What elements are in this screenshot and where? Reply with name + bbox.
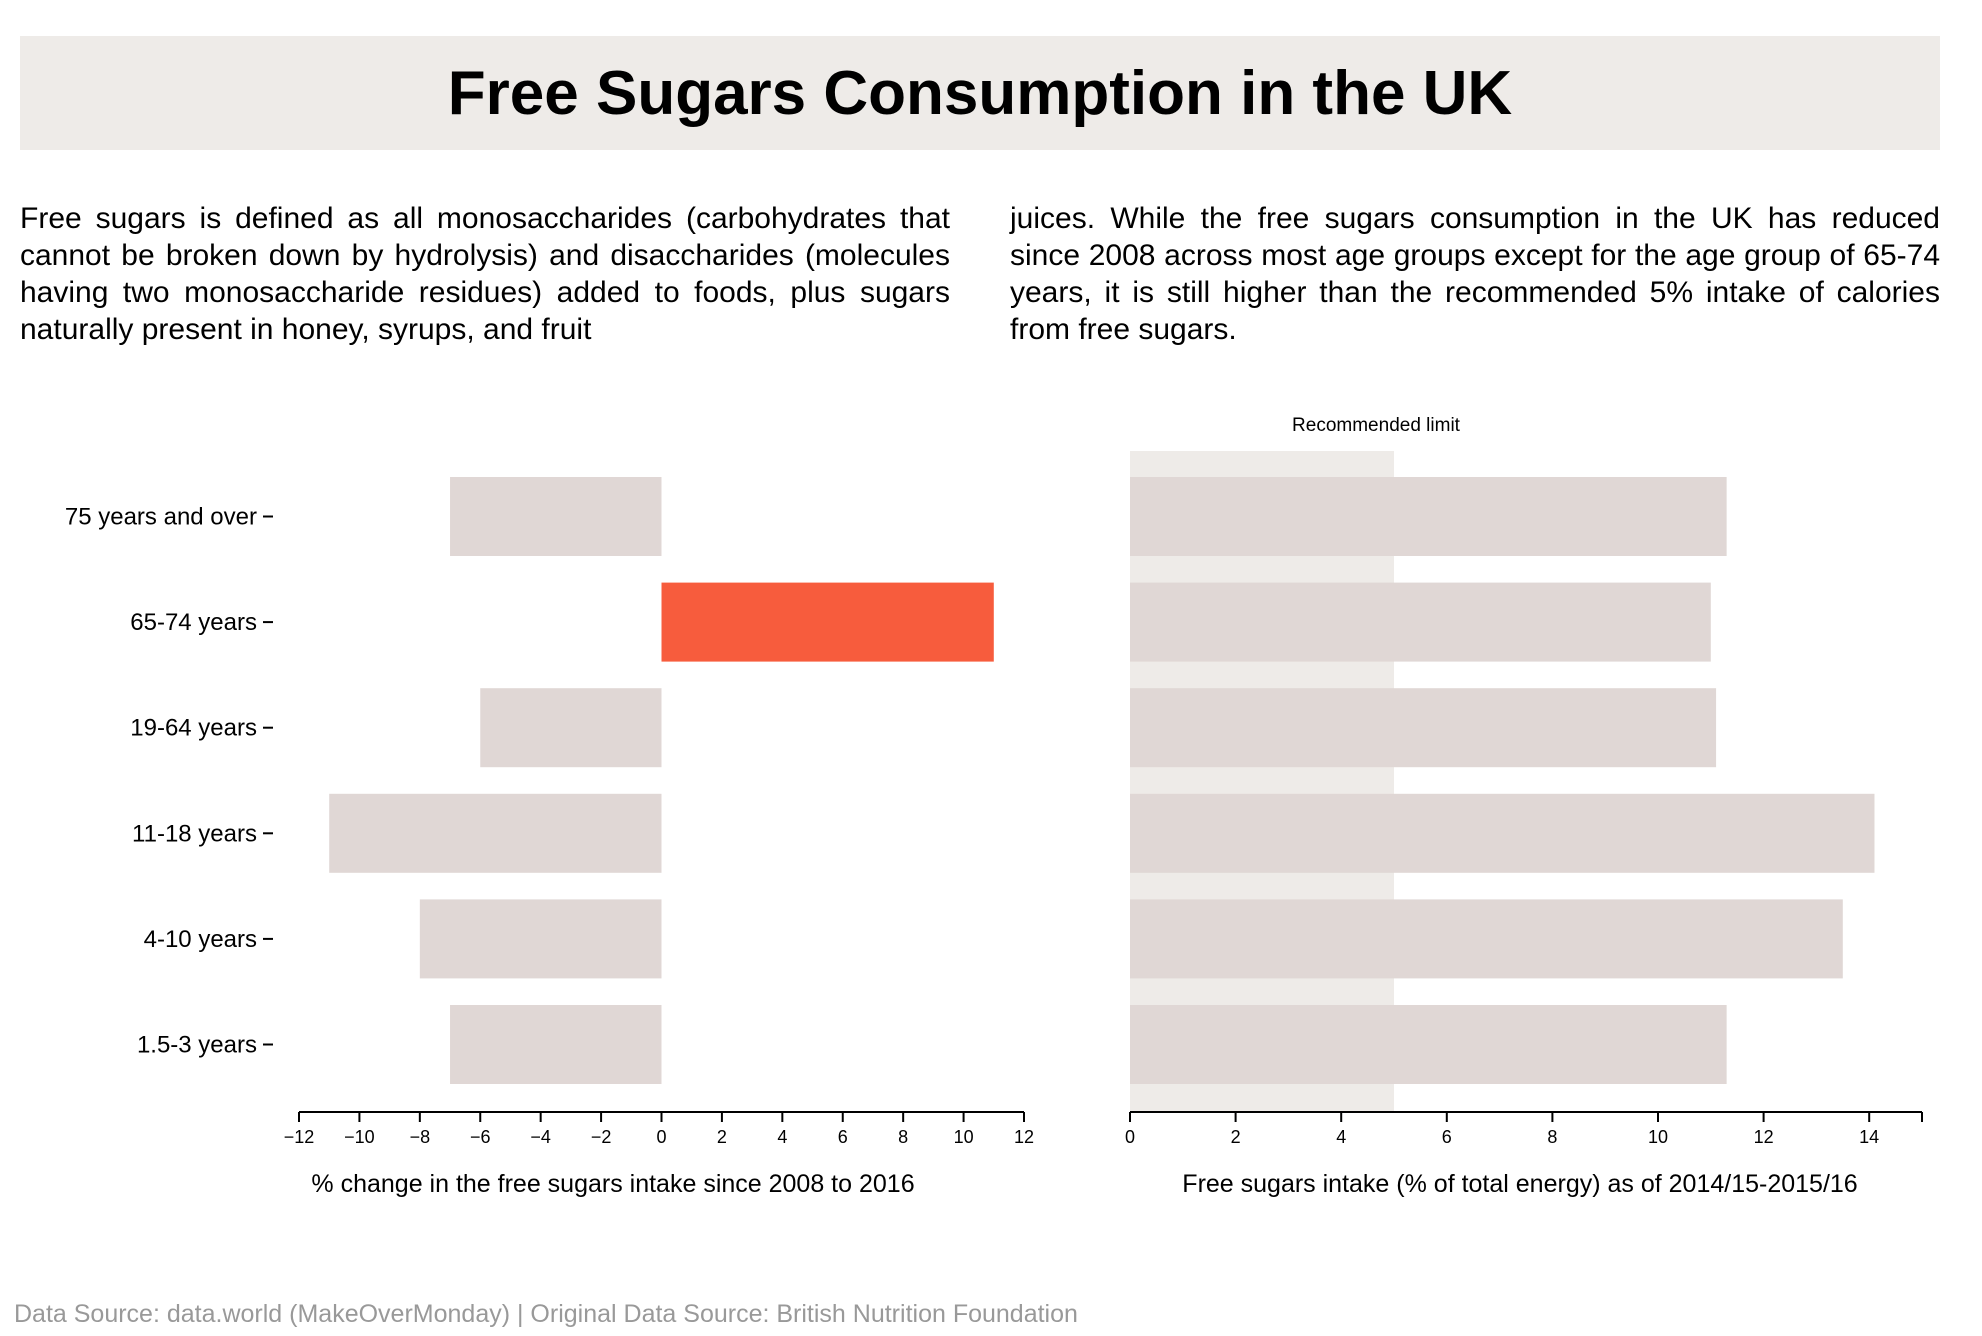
category-label-65-74-years: 65-74 years <box>130 609 257 636</box>
change-chart: 75 years and over 65-74 years 19-64 years 1… <box>65 477 1034 1198</box>
data-source-footer: Data Source: data.world (MakeOverMonday)… <box>14 1300 1078 1328</box>
intake-x-tick-label: 10 <box>1648 1127 1668 1147</box>
title-bar: Free Sugars Consumption in the UK <box>20 36 1940 150</box>
change-x-tick-label: −6 <box>470 1127 491 1147</box>
category-label-1-5-3-years: 1.5-3 years <box>137 1032 257 1059</box>
description-left: Free sugars is defined as all monosaccha… <box>20 202 950 346</box>
intake-bar-11-18-years <box>1130 793 1875 873</box>
intake-x-axis-label: Free sugars intake (% of total energy) a… <box>1182 1170 1857 1198</box>
change-x-tick-label: 6 <box>838 1127 848 1147</box>
category-label-4-10-years: 4-10 years <box>144 926 257 953</box>
intake-x-tick-label: 4 <box>1336 1127 1346 1147</box>
change-x-tick-label: −10 <box>344 1127 375 1147</box>
intake-bar-19-64-years <box>1130 688 1717 768</box>
description-right: juices. While the free sugars consumptio… <box>1010 202 1940 346</box>
change-bar-65-74-years <box>661 582 994 662</box>
change-x-axis-label: % change in the free sugars intake since… <box>311 1170 914 1198</box>
intake-bar-4-10-years <box>1130 899 1843 979</box>
intake-x-tick-label: 8 <box>1547 1127 1557 1147</box>
recommended-limit-label: Recommended limit <box>1292 415 1461 436</box>
change-x-tick-label: 0 <box>656 1127 666 1147</box>
category-label-11-18-years: 11-18 years <box>132 820 257 847</box>
change-bar-11-18-years <box>329 793 662 873</box>
change-bar-19-64-years <box>480 688 662 768</box>
intake-bar-1-5-3-years <box>1130 1005 1727 1084</box>
change-x-tick-label: 12 <box>1014 1127 1034 1147</box>
change-x-tick-label: −2 <box>591 1127 612 1147</box>
change-bar-4-10-years <box>419 899 662 979</box>
category-label-19-64-years: 19-64 years <box>130 715 257 742</box>
page-title: Free Sugars Consumption in the UK <box>447 58 1513 128</box>
intake-bar-75-years-and-over <box>1130 477 1727 556</box>
change-x-tick-label: 2 <box>717 1127 727 1147</box>
change-x-tick-label: 10 <box>954 1127 974 1147</box>
change-x-tick-label: −4 <box>530 1127 551 1147</box>
intake-x-tick-label: 6 <box>1442 1127 1452 1147</box>
intake-x-tick-label: 12 <box>1754 1127 1774 1147</box>
intake-x-tick-label: 14 <box>1859 1127 1879 1147</box>
intake-x-tick-label: 2 <box>1231 1127 1241 1147</box>
change-bar-75-years-and-over <box>450 477 662 556</box>
change-bar-1-5-3-years <box>450 1005 662 1084</box>
change-x-tick-label: −12 <box>284 1127 315 1147</box>
intake-bar-65-74-years <box>1130 582 1711 662</box>
category-label-75-years-and-over: 75 years and over <box>65 504 257 531</box>
intake-chart: Recommended limit 0 2 4 6 8 10 12 14 Free sugars … <box>1125 415 1923 1198</box>
recommended-limit-band <box>1130 451 1394 1112</box>
charts-svg: 75 years and over 65-74 years 19-64 years 1… <box>65 415 1923 1198</box>
change-x-tick-label: −8 <box>410 1127 431 1147</box>
change-x-tick-label: 8 <box>898 1127 908 1147</box>
change-x-tick-label: 4 <box>777 1127 787 1147</box>
intake-x-tick-label: 0 <box>1125 1127 1135 1147</box>
